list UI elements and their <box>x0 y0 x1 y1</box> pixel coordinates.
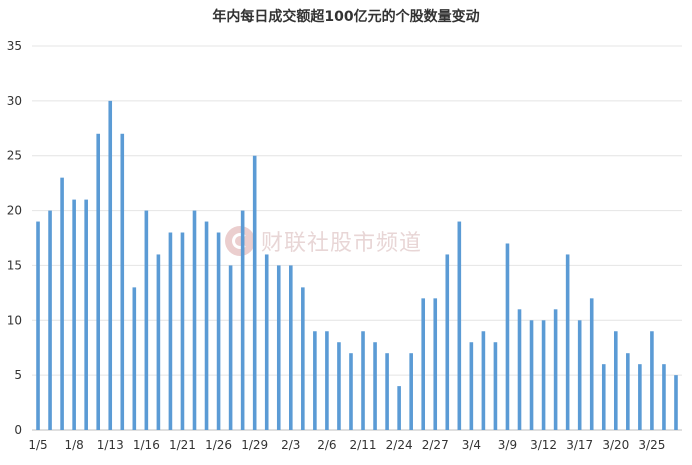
bar <box>469 342 474 430</box>
x-tick-label: 3/17 <box>566 438 593 452</box>
bar <box>433 298 438 430</box>
y-tick-label: 5 <box>14 368 22 382</box>
bar <box>301 287 305 430</box>
bar <box>120 133 125 430</box>
x-tick-label: 3/25 <box>638 438 665 452</box>
bar <box>276 265 281 430</box>
bar <box>60 177 64 430</box>
bar <box>192 210 197 430</box>
bar <box>541 320 546 430</box>
bar <box>397 386 401 430</box>
y-tick-label: 0 <box>14 423 22 437</box>
x-tick-label: 2/3 <box>281 438 300 452</box>
bar <box>662 364 666 430</box>
bar <box>421 298 426 430</box>
bar <box>313 331 317 430</box>
bar <box>48 210 52 430</box>
x-tick-label: 1/26 <box>205 438 232 452</box>
bar <box>132 287 137 430</box>
bar <box>638 364 642 430</box>
bar <box>385 353 389 430</box>
bar <box>204 221 209 430</box>
bar <box>601 364 606 430</box>
bar <box>650 331 654 430</box>
x-tick-label: 3/12 <box>530 438 557 452</box>
bar <box>626 353 630 430</box>
bar <box>216 232 221 430</box>
bar <box>349 353 353 430</box>
x-tick-label: 1/21 <box>169 438 196 452</box>
bar <box>337 342 341 430</box>
bar <box>565 254 570 430</box>
bar <box>180 232 185 430</box>
bar <box>144 210 149 430</box>
bar <box>505 243 510 430</box>
y-tick-label: 30 <box>7 94 22 108</box>
bar <box>553 309 558 430</box>
y-tick-label: 20 <box>7 204 22 218</box>
bar <box>108 100 113 430</box>
x-tick-label: 3/4 <box>462 438 481 452</box>
y-tick-label: 25 <box>7 149 22 163</box>
chart-title: 年内每日成交额超100亿元的个股数量变动 <box>212 9 480 25</box>
bar <box>517 309 522 430</box>
bar <box>288 265 293 430</box>
bar <box>168 232 173 430</box>
x-tick-label: 3/20 <box>602 438 629 452</box>
x-tick-label: 2/24 <box>386 438 413 452</box>
x-tick-label: 1/5 <box>28 438 47 452</box>
bar <box>674 375 678 430</box>
bar <box>589 298 594 430</box>
x-tick-label: 3/9 <box>498 438 517 452</box>
bar <box>361 331 365 430</box>
x-tick-label: 2/6 <box>317 438 336 452</box>
watermark-text: 财联社股市频道 <box>261 231 423 256</box>
bar <box>409 353 413 430</box>
x-tick-label: 1/13 <box>97 438 124 452</box>
x-tick-label: 2/11 <box>350 438 377 452</box>
bar <box>529 320 534 430</box>
bar <box>457 221 462 430</box>
x-tick-label: 1/8 <box>64 438 83 452</box>
bar <box>264 254 269 430</box>
bar <box>481 331 486 430</box>
bar <box>445 254 450 430</box>
bar <box>373 342 377 430</box>
bar <box>493 342 498 430</box>
cls-logo-icon <box>225 226 255 256</box>
bar <box>613 331 618 430</box>
bar <box>72 199 76 430</box>
x-tick-label: 2/27 <box>422 438 449 452</box>
bar <box>84 199 88 430</box>
bar <box>96 133 101 430</box>
y-tick-label: 35 <box>7 39 22 53</box>
watermark: 财联社股市频道 <box>225 225 422 257</box>
y-tick-label: 15 <box>7 258 22 272</box>
bar <box>325 331 329 430</box>
x-tick-label: 1/16 <box>133 438 160 452</box>
bar <box>252 155 257 430</box>
y-tick-label: 10 <box>7 313 22 327</box>
bar <box>156 254 161 430</box>
bar <box>577 320 582 430</box>
bar <box>240 210 245 430</box>
bar <box>228 265 233 430</box>
bar <box>36 221 40 430</box>
x-tick-label: 1/29 <box>241 438 268 452</box>
